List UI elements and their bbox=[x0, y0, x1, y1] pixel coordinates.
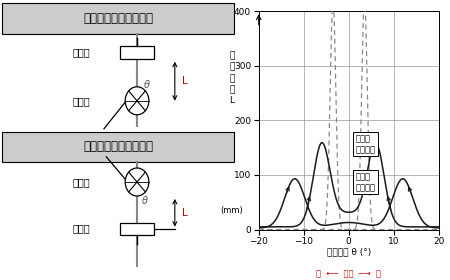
Text: 投光器: 投光器 bbox=[72, 223, 90, 233]
Bar bbox=[121, 46, 153, 59]
Text: 受光器: 受光器 bbox=[72, 47, 90, 57]
Text: θ: θ bbox=[142, 196, 148, 206]
Text: L: L bbox=[182, 208, 188, 218]
Text: 設
定
距
離
L: 設 定 距 離 L bbox=[229, 52, 234, 105]
Text: (mm): (mm) bbox=[220, 206, 243, 214]
Bar bbox=[121, 223, 153, 235]
Text: θ: θ bbox=[144, 80, 150, 90]
Text: 左  ←─  中心  ─→  右: 左 ←─ 中心 ─→ 右 bbox=[316, 270, 381, 279]
Circle shape bbox=[125, 168, 149, 196]
Text: L: L bbox=[182, 76, 188, 86]
Text: 横方向受光器角度特性: 横方向受光器角度特性 bbox=[83, 141, 153, 153]
Text: 投光器: 投光器 bbox=[72, 96, 90, 106]
Circle shape bbox=[125, 87, 149, 115]
FancyBboxPatch shape bbox=[2, 132, 234, 162]
FancyBboxPatch shape bbox=[2, 3, 234, 34]
X-axis label: 動作角度 θ (°): 動作角度 θ (°) bbox=[327, 248, 371, 257]
Text: 受光器
角度特性: 受光器 角度特性 bbox=[356, 172, 375, 192]
Text: 受光器: 受光器 bbox=[72, 177, 90, 187]
Text: 横方向投光器角度特性: 横方向投光器角度特性 bbox=[83, 12, 153, 25]
Text: 投光器
角度特性: 投光器 角度特性 bbox=[356, 134, 375, 154]
